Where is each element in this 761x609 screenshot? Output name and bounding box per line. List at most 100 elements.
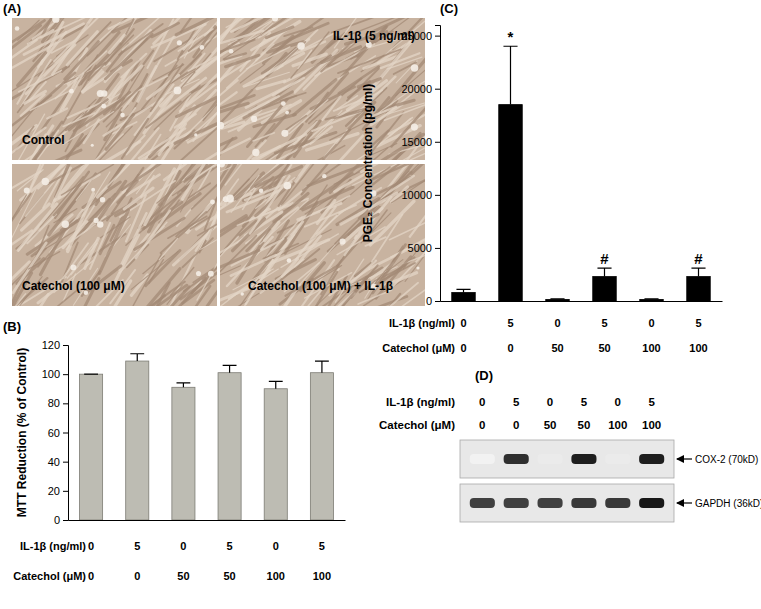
- cell-texture: [264, 222, 303, 277]
- cell-texture: [18, 204, 57, 250]
- bar: [80, 374, 103, 520]
- cell-texture: [231, 255, 276, 276]
- cell-texture: [220, 266, 240, 283]
- cell-texture: [12, 294, 26, 306]
- y-tick-label: 5000: [408, 242, 432, 254]
- y-tick: 60: [48, 427, 68, 439]
- cell-texture: [285, 111, 289, 115]
- cell-texture: [257, 81, 285, 89]
- condition-value: 50: [223, 570, 235, 582]
- cell-texture: [287, 258, 292, 263]
- cell-texture: [220, 97, 279, 127]
- cell-texture: [284, 182, 292, 190]
- cell-texture: [297, 42, 305, 50]
- cell-texture: [154, 38, 193, 62]
- y-axis-title: MTT Reduction (% of Control): [15, 348, 29, 517]
- cell-texture: [62, 221, 69, 228]
- y-tick-mark: [63, 491, 68, 492]
- blot-band: [605, 498, 630, 508]
- cell-texture: [196, 271, 201, 276]
- y-tick-label: 20000: [401, 83, 432, 95]
- condition-value: 0: [460, 342, 466, 354]
- cell-texture: [151, 64, 183, 111]
- cell-texture: [192, 168, 217, 209]
- y-tick: 20000: [401, 83, 440, 95]
- significance-marker: #: [600, 250, 609, 267]
- y-tick-label: 100: [42, 368, 60, 380]
- cell-texture: [220, 122, 224, 129]
- cell-texture: [180, 164, 203, 183]
- cell-texture: [272, 18, 278, 22]
- y-tick-mark: [435, 248, 440, 249]
- condition-value: 5: [695, 317, 701, 329]
- cell-texture: [106, 115, 133, 150]
- cell-texture: [55, 51, 106, 98]
- cell-texture: [390, 118, 412, 136]
- condition-value: 50: [551, 342, 563, 354]
- blot-band: [639, 454, 664, 464]
- error-bar: [503, 46, 517, 104]
- cell-texture: [231, 175, 259, 212]
- cell-texture: [252, 149, 259, 156]
- cell-texture: [240, 140, 266, 160]
- cell-texture: [412, 164, 425, 174]
- cell-texture: [152, 23, 179, 37]
- cell-texture: [192, 36, 217, 78]
- y-axis-line: [63, 346, 69, 521]
- cell-texture: [131, 251, 178, 289]
- panel-label: (C): [440, 1, 458, 16]
- micrograph: [12, 18, 217, 160]
- y-tick-mark: [435, 142, 440, 143]
- cell-texture: [265, 222, 279, 240]
- bar: [687, 277, 711, 301]
- cell-texture: [326, 293, 354, 306]
- y-tick: 5000: [408, 242, 440, 254]
- cell-texture: [194, 133, 197, 136]
- y-tick: 25000: [401, 30, 440, 42]
- condition-value: 100: [313, 570, 331, 582]
- cell-texture: [178, 29, 212, 51]
- cell-texture: [273, 78, 304, 95]
- lane-condition-value: 50: [578, 419, 591, 431]
- condition-value: 0: [507, 342, 513, 354]
- cell-texture: [122, 164, 171, 190]
- cell-texture: [296, 164, 321, 181]
- cell-texture: [29, 252, 60, 269]
- bar: [310, 373, 333, 520]
- blot-band: [504, 498, 529, 508]
- y-tick: 15000: [401, 136, 440, 148]
- cell-texture: [338, 49, 401, 73]
- bar: [218, 373, 241, 520]
- cell-texture: [220, 164, 225, 167]
- blot-strip: [460, 484, 674, 522]
- cell-texture: [63, 73, 83, 108]
- y-tick-label: 15000: [401, 136, 432, 148]
- y-tick-label: 120: [42, 339, 60, 351]
- cell-texture: [15, 26, 20, 31]
- cell-texture: [229, 49, 234, 54]
- cell-texture: [220, 103, 248, 118]
- micrograph-caption: Control: [22, 133, 65, 147]
- cell-texture: [281, 130, 288, 137]
- condition-value: 0: [180, 540, 186, 552]
- y-tick: 80: [48, 397, 68, 409]
- x-axis: [441, 301, 723, 303]
- cell-texture: [136, 210, 170, 258]
- cell-texture: [66, 100, 107, 130]
- y-tick: 0: [426, 295, 440, 307]
- condition-value: 0: [460, 317, 466, 329]
- cell-texture: [277, 18, 329, 49]
- cell-texture: [82, 172, 110, 218]
- cell-texture: [119, 24, 162, 55]
- cell-texture: [167, 285, 182, 304]
- y-tick-label: 80: [48, 397, 60, 409]
- y-tick: 20: [48, 485, 68, 497]
- cell-texture: [30, 91, 70, 111]
- lane-condition-value: 100: [642, 419, 661, 431]
- cell-texture: [146, 282, 185, 306]
- cell-texture: [244, 53, 304, 86]
- lane-condition-value: 0: [513, 419, 519, 431]
- lane-condition-label: Catechol (μM): [379, 419, 455, 431]
- blot-band: [571, 454, 596, 464]
- micrograph: [220, 18, 425, 160]
